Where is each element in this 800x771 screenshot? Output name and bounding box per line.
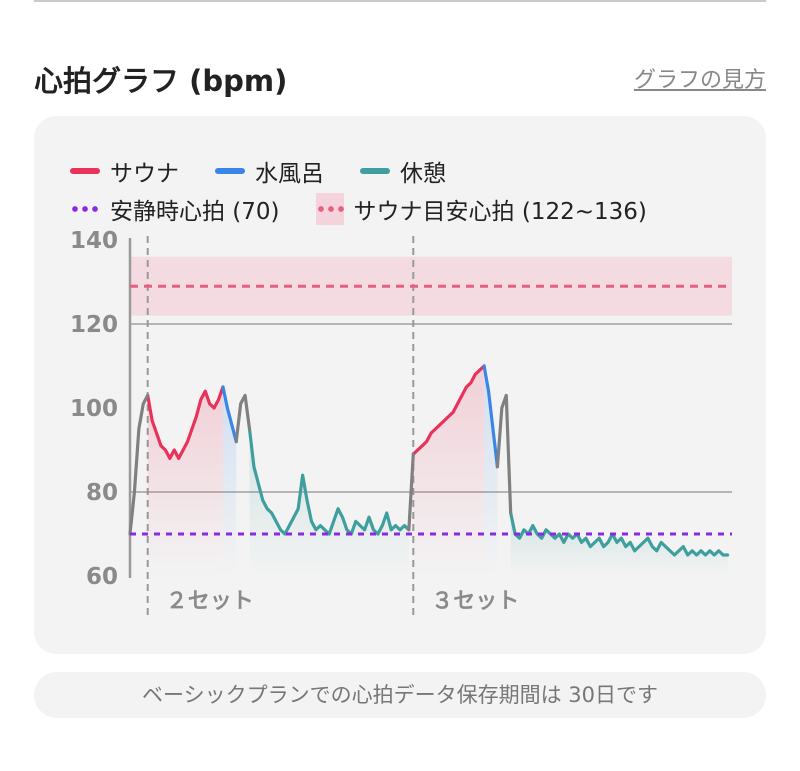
legend-swatch-water-bath: [215, 168, 245, 174]
series-line-移行-4: [495, 393, 513, 515]
legend-sauna-target: サウナ目安心拍 (122~136): [315, 192, 647, 226]
area-休憩-2: [510, 513, 728, 576]
legend-resting-hr: 安静時心拍 (70): [70, 192, 280, 226]
series-line-水風呂-1: [221, 385, 238, 444]
series-line-休憩-1: [247, 427, 411, 536]
series-line-移行-3: [407, 452, 415, 532]
series-line-水風呂-2: [482, 364, 499, 469]
chart-card: サウナ 水風呂 休憩 安静時心拍 (70) サウナ目安心拍 (122~136) …: [34, 116, 766, 654]
legend-swatch-sauna-target: [315, 193, 344, 225]
legend-label-sauna: サウナ: [110, 161, 179, 187]
legend-sauna: サウナ: [70, 154, 179, 188]
legend-swatch-resting-hr: [70, 206, 100, 212]
series-line-移行-1: [128, 393, 150, 536]
legend-swatch-rest: [360, 168, 390, 174]
retention-notice: ベーシックプランでの心拍データ保存期間は 30日です: [34, 672, 766, 718]
series-line-サウナ-2: [411, 364, 486, 456]
graph-guide-link[interactable]: グラフの見方: [633, 68, 766, 93]
legend-swatch-sauna: [70, 168, 100, 174]
y-tick-label-120: 120: [70, 312, 118, 338]
legend-water-bath: 水風呂: [215, 154, 324, 188]
series-line-移行-2: [234, 393, 252, 444]
y-tick-label-80: 80: [86, 480, 118, 506]
legend-label-water-bath: 水風呂: [255, 161, 324, 187]
chart-legend: サウナ 水風呂 休憩 安静時心拍 (70) サウナ目安心拍 (122~136): [70, 152, 683, 228]
area-休憩-1: [249, 429, 409, 576]
set-marker-label-1: ２セット: [166, 589, 254, 614]
area-サウナ-2: [413, 366, 485, 576]
area-サウナ-1: [147, 387, 223, 576]
heart-rate-chart: 60 80 100 120 140 ２セット ３セット: [70, 228, 732, 620]
legend-label-rest: 休憩: [400, 161, 446, 187]
y-tick-label-140: 140: [70, 228, 118, 254]
area-水風呂-2: [484, 366, 498, 576]
series-line-サウナ-1: [146, 385, 225, 460]
legend-rest: 休憩: [360, 154, 446, 188]
top-divider: [34, 0, 766, 2]
legend-label-resting-hr: 安静時心拍 (70): [110, 199, 280, 225]
y-tick-label-100: 100: [70, 396, 118, 422]
set-marker-label-2: ３セット: [431, 589, 519, 614]
series-line-休憩-2: [509, 511, 730, 557]
page-title: 心拍グラフ (bpm): [34, 64, 288, 98]
legend-label-sauna-target: サウナ目安心拍 (122~136): [353, 199, 647, 225]
y-tick-label-60: 60: [86, 564, 118, 590]
